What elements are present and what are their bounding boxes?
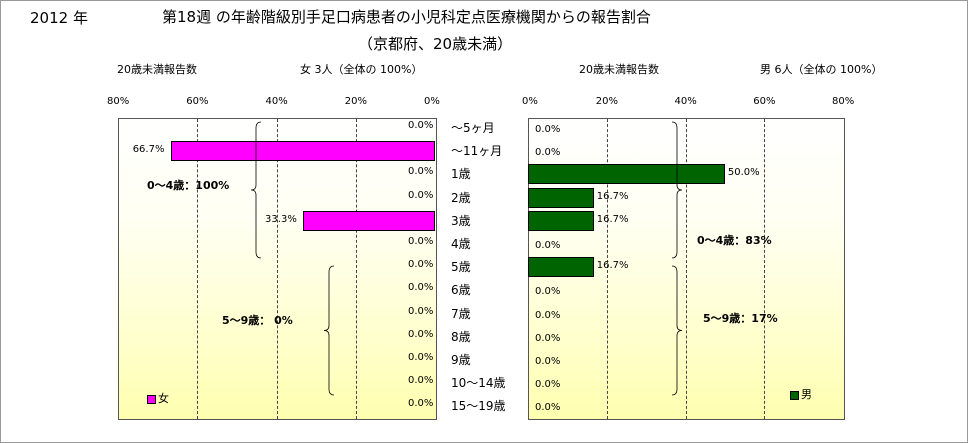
male-gridline [685, 119, 687, 419]
male-data-label: 0.0% [535, 309, 561, 321]
male-data-label: 0.0% [535, 147, 561, 159]
male-summary: 男 6人（全体の 100%） [760, 63, 883, 76]
male-gridline [606, 119, 608, 419]
female-gridline [276, 119, 278, 419]
female-data-label: 0.0% [408, 236, 434, 247]
chart-subtitle: （京都府、20歳未満） [358, 35, 513, 53]
male-data-label: 16.7% [596, 190, 629, 202]
female-data-label: 0.0% [408, 328, 434, 340]
age-category-label: 7歳 [451, 306, 471, 321]
age-category-label: ～5ヶ月 [451, 121, 495, 135]
female-x-tick: 60% [186, 96, 209, 107]
female-brace-0-4 [250, 121, 262, 259]
female-x-tick: 80% [107, 96, 130, 107]
age-category-label: 4歳 [451, 237, 471, 251]
male-annotation-5-9: 5～9歳：17% [703, 312, 778, 325]
female-plot-area [118, 118, 437, 420]
male-brace-5-9 [671, 265, 683, 396]
male-data-label: 0.0% [535, 124, 561, 135]
female-x-tick: 20% [344, 96, 367, 107]
female-data-label: 0.0% [408, 398, 434, 410]
female-brace-5-9 [323, 265, 335, 396]
female-data-label: 0.0% [408, 189, 434, 201]
male-x-tick: 80% [832, 96, 855, 107]
age-category-label: ～11ヶ月 [451, 144, 503, 159]
age-category-label: 2歳 [451, 190, 471, 205]
male-data-label: 0.0% [535, 286, 561, 298]
male-x-tick: 0% [522, 96, 538, 107]
male-data-label: 16.7% [596, 213, 629, 225]
male-data-label: 16.7% [596, 260, 629, 272]
female-data-label: 0.0% [408, 352, 434, 363]
male-annotation-0-4: 0～4歳：83% [697, 234, 772, 247]
chart-title: 第18週 の年齢階級別手足口病患者の小児科定点医療機関からの報告割合 [162, 8, 651, 26]
female-data-label: 0.0% [408, 305, 434, 317]
male-count-label: 20歳未満報告数 [579, 63, 659, 76]
age-category-label: 3歳 [451, 213, 471, 228]
male-legend-label: 男 [801, 388, 812, 401]
male-data-label: 0.0% [535, 356, 561, 367]
female-data-label: 66.7% [132, 144, 165, 156]
age-category-label: 10～14歳 [451, 376, 506, 391]
female-data-label: 0.0% [408, 259, 434, 271]
female-bar [170, 141, 435, 162]
female-data-label: 0.0% [408, 166, 434, 178]
male-brace-0-4 [671, 121, 683, 259]
female-data-label: 0.0% [408, 282, 434, 294]
male-data-label: 0.0% [535, 402, 561, 414]
age-category-label: 8歳 [451, 329, 471, 344]
female-data-label: 33.3% [265, 213, 297, 225]
male-data-label: 0.0% [535, 240, 561, 251]
male-bar [528, 210, 594, 231]
female-summary: 女 3人（全体の 100%） [300, 63, 423, 76]
male-bar [528, 164, 725, 185]
male-gridline [764, 119, 766, 419]
female-gridline [355, 119, 357, 419]
male-legend-swatch [790, 390, 799, 400]
female-annotation-5-9: 5～9歳： 0% [222, 314, 293, 327]
age-category-label: 5歳 [451, 260, 471, 275]
male-x-tick: 20% [595, 96, 618, 107]
male-x-tick: 40% [674, 96, 697, 107]
female-legend-swatch [147, 394, 156, 404]
female-data-label: 0.0% [408, 375, 434, 387]
age-category-label: 9歳 [451, 353, 471, 367]
age-category-label: 6歳 [451, 283, 471, 298]
year-label: 2012 年 [30, 9, 88, 27]
male-legend: 男 [790, 386, 812, 402]
male-data-label: 0.0% [535, 379, 561, 391]
male-data-label: 50.0% [727, 167, 760, 179]
female-data-label: 0.0% [408, 120, 434, 131]
female-x-tick: 0% [424, 96, 440, 107]
female-count-label: 20歳未満報告数 [117, 63, 197, 76]
female-legend-label: 女 [158, 392, 169, 405]
male-bar [528, 257, 594, 278]
age-category-label: 15～19歳 [451, 399, 506, 414]
female-annotation-0-4: 0～4歳：100% [147, 179, 230, 192]
female-legend: 女 [147, 390, 169, 406]
female-gridline [197, 119, 199, 419]
female-x-tick: 40% [265, 96, 288, 107]
male-x-tick: 60% [753, 96, 776, 107]
female-bar [303, 210, 435, 231]
age-category-label: 1歳 [451, 167, 471, 182]
male-data-label: 0.0% [535, 332, 561, 344]
male-bar [528, 187, 594, 208]
